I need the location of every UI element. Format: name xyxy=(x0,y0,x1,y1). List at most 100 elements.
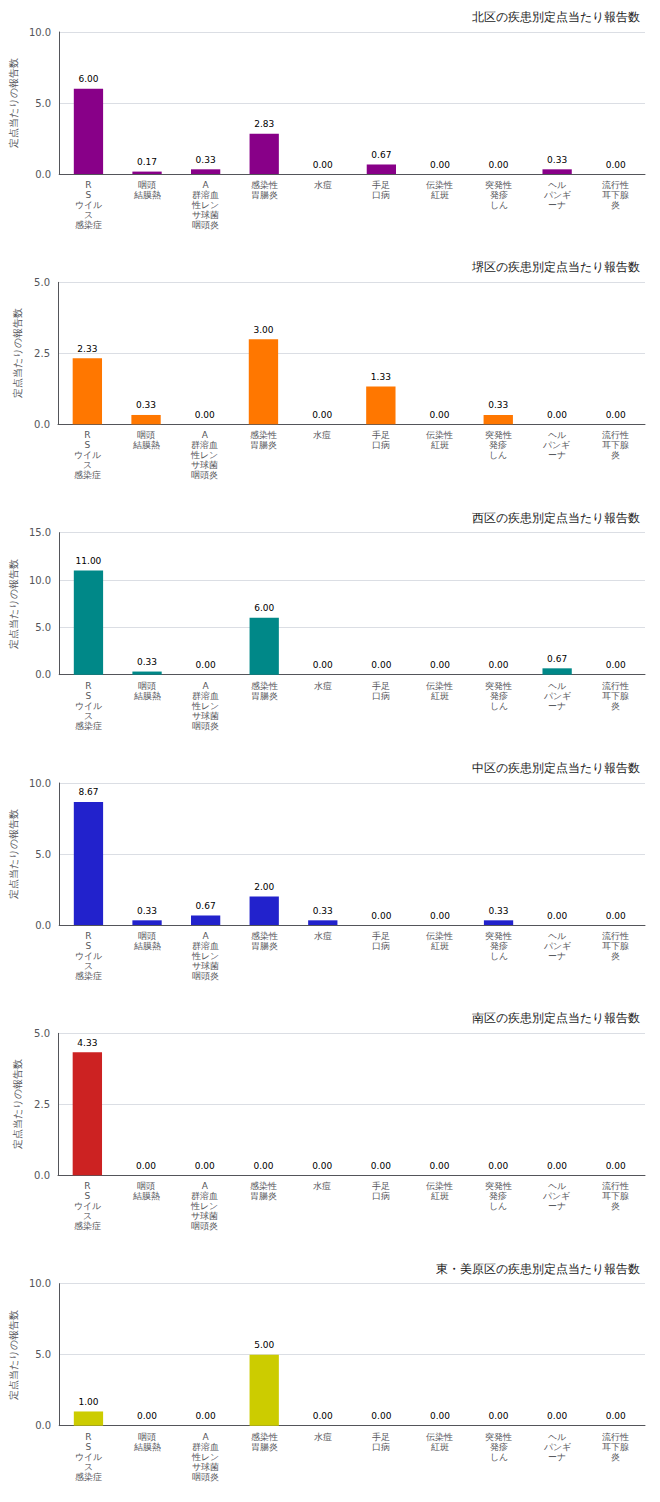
svg-text:10.0: 10.0 xyxy=(29,575,51,586)
svg-text:しん: しん xyxy=(490,200,508,210)
svg-text:感染性: 感染性 xyxy=(251,931,278,941)
svg-text:手足: 手足 xyxy=(372,931,390,941)
svg-text:0.0: 0.0 xyxy=(35,169,51,180)
svg-text:水痘: 水痘 xyxy=(313,1181,331,1191)
svg-text:ウイル: ウイル xyxy=(75,200,102,210)
svg-text:パンギ: パンギ xyxy=(542,440,570,450)
svg-text:0.00: 0.00 xyxy=(489,660,509,670)
svg-text:0.33: 0.33 xyxy=(313,906,333,916)
svg-text:性レン: 性レン xyxy=(190,1201,218,1211)
svg-text:0.00: 0.00 xyxy=(313,1411,333,1421)
svg-text:A: A xyxy=(203,1432,210,1442)
svg-text:ーナ: ーナ xyxy=(548,1452,566,1462)
svg-text:胃腸炎: 胃腸炎 xyxy=(250,1191,277,1201)
svg-text:0.00: 0.00 xyxy=(430,1411,450,1421)
svg-text:胃腸炎: 胃腸炎 xyxy=(250,440,277,450)
svg-text:0.17: 0.17 xyxy=(137,157,157,167)
svg-text:サ球菌: サ球菌 xyxy=(192,711,219,721)
svg-text:A: A xyxy=(203,681,210,691)
svg-text:サ球菌: サ球菌 xyxy=(191,460,218,470)
svg-text:S: S xyxy=(86,190,92,200)
svg-text:東・美原区の疾患別定点当たり報告数: 東・美原区の疾患別定点当たり報告数 xyxy=(436,1262,640,1276)
svg-text:0.00: 0.00 xyxy=(137,1411,157,1421)
svg-text:ウイル: ウイル xyxy=(75,1452,102,1462)
svg-text:サ球菌: サ球菌 xyxy=(192,210,219,220)
svg-text:流行性: 流行性 xyxy=(602,180,629,190)
svg-text:西区の疾患別定点当たり報告数: 西区の疾患別定点当たり報告数 xyxy=(472,511,640,525)
svg-text:0.00: 0.00 xyxy=(196,660,216,670)
svg-text:R: R xyxy=(84,1181,90,1191)
svg-text:発疹: 発疹 xyxy=(490,941,508,951)
svg-text:炎: 炎 xyxy=(611,450,620,460)
svg-text:0.00: 0.00 xyxy=(371,1161,391,1171)
svg-text:0.0: 0.0 xyxy=(35,1420,51,1431)
svg-text:突発性: 突発性 xyxy=(485,180,512,190)
svg-text:6.00: 6.00 xyxy=(254,603,274,613)
svg-text:炎: 炎 xyxy=(611,200,620,210)
svg-text:ヘル: ヘル xyxy=(548,681,566,691)
svg-text:伝染性: 伝染性 xyxy=(426,1181,453,1191)
svg-text:0.0: 0.0 xyxy=(34,1170,50,1181)
svg-text:口病: 口病 xyxy=(372,1442,390,1452)
svg-text:性レン: 性レン xyxy=(191,1452,219,1462)
svg-text:0.00: 0.00 xyxy=(196,1411,216,1421)
svg-text:0.00: 0.00 xyxy=(195,410,215,420)
svg-text:発疹: 発疹 xyxy=(489,1191,507,1201)
svg-text:S: S xyxy=(86,941,92,951)
svg-text:定点当たりの報告数: 定点当たりの報告数 xyxy=(8,1310,19,1400)
svg-text:紅斑: 紅斑 xyxy=(431,190,449,200)
svg-text:S: S xyxy=(84,1191,90,1201)
svg-text:0.00: 0.00 xyxy=(547,1161,567,1171)
svg-text:発疹: 発疹 xyxy=(490,1442,508,1452)
svg-text:0.00: 0.00 xyxy=(312,410,332,420)
svg-text:5.0: 5.0 xyxy=(34,1028,50,1039)
svg-text:口病: 口病 xyxy=(372,691,390,701)
svg-text:ーナ: ーナ xyxy=(548,701,566,711)
svg-text:感染性: 感染性 xyxy=(251,180,278,190)
svg-text:パンギ: パンギ xyxy=(543,941,571,951)
svg-text:耳下腺: 耳下腺 xyxy=(602,691,629,701)
svg-text:0.00: 0.00 xyxy=(606,660,626,670)
svg-text:ヘル: ヘル xyxy=(548,931,566,941)
svg-text:流行性: 流行性 xyxy=(602,1181,629,1191)
svg-text:0.33: 0.33 xyxy=(137,657,157,667)
svg-text:水痘: 水痘 xyxy=(314,681,332,691)
svg-text:0.00: 0.00 xyxy=(606,1411,626,1421)
svg-text:水痘: 水痘 xyxy=(314,931,332,941)
svg-text:0.00: 0.00 xyxy=(430,1161,450,1171)
svg-text:0.33: 0.33 xyxy=(547,155,567,165)
svg-text:6.00: 6.00 xyxy=(78,74,98,84)
svg-text:ス: ス xyxy=(84,961,93,971)
svg-text:定点当たりの報告数: 定点当たりの報告数 xyxy=(8,58,19,148)
svg-text:2.5: 2.5 xyxy=(34,348,50,359)
svg-text:口病: 口病 xyxy=(372,1191,390,1201)
svg-text:炎: 炎 xyxy=(611,951,620,961)
svg-text:水痘: 水痘 xyxy=(314,1432,332,1442)
svg-text:ーナ: ーナ xyxy=(548,200,566,210)
svg-text:胃腸炎: 胃腸炎 xyxy=(251,941,278,951)
svg-text:発疹: 発疹 xyxy=(490,190,508,200)
svg-text:口病: 口病 xyxy=(372,941,390,951)
svg-text:2.83: 2.83 xyxy=(254,119,274,129)
svg-text:結膜熱: 結膜熱 xyxy=(133,1442,161,1452)
svg-text:パンギ: パンギ xyxy=(543,190,571,200)
svg-text:0.00: 0.00 xyxy=(489,1411,509,1421)
svg-text:流行性: 流行性 xyxy=(602,931,629,941)
svg-text:A: A xyxy=(203,180,210,190)
svg-text:0.67: 0.67 xyxy=(547,654,567,664)
svg-text:A: A xyxy=(202,430,209,440)
svg-text:S: S xyxy=(86,691,92,701)
svg-text:R: R xyxy=(85,681,91,691)
svg-text:耳下腺: 耳下腺 xyxy=(602,190,629,200)
svg-text:ヘル: ヘル xyxy=(548,1432,566,1442)
svg-text:10.0: 10.0 xyxy=(29,27,51,38)
svg-text:胃腸炎: 胃腸炎 xyxy=(251,190,278,200)
svg-text:感染性: 感染性 xyxy=(251,681,278,691)
svg-text:堺区の疾患別定点当たり報告数: 堺区の疾患別定点当たり報告数 xyxy=(471,260,640,274)
svg-text:炎: 炎 xyxy=(611,1201,620,1211)
svg-text:咽頭炎: 咽頭炎 xyxy=(192,721,219,731)
svg-text:感染症: 感染症 xyxy=(75,971,102,981)
svg-text:性レン: 性レン xyxy=(191,200,219,210)
svg-text:0.00: 0.00 xyxy=(371,911,391,921)
svg-text:定点当たりの報告数: 定点当たりの報告数 xyxy=(12,1059,23,1149)
